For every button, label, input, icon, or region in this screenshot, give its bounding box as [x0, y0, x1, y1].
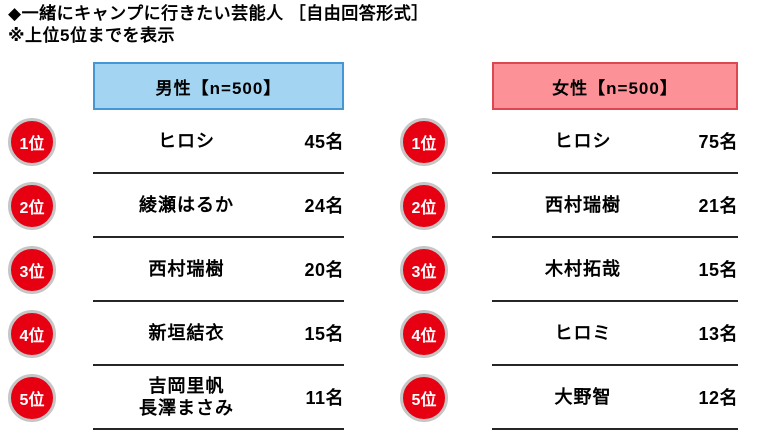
badge-cell: 5位 — [400, 366, 492, 430]
badge-cell: 3位 — [8, 238, 93, 302]
ranking-row: 5位 吉岡里帆 長澤まさみ 11名 — [8, 366, 344, 430]
ranking-row: 4位 ヒロミ 13名 — [400, 302, 738, 366]
badge-cell: 1位 — [8, 110, 93, 174]
rank-badge: 4位 — [8, 310, 56, 358]
vote-count: 13名 — [698, 324, 738, 344]
ranking-row: 5位 大野智 12名 — [400, 366, 738, 430]
rank-badge: 5位 — [8, 374, 56, 422]
table-cell: 西村瑞樹 21名 — [492, 174, 738, 238]
female-header: 女性【n=500】 — [492, 62, 738, 110]
badge-cell: 2位 — [8, 174, 93, 238]
rank-badge: 5位 — [400, 374, 448, 422]
vote-count: 75名 — [698, 132, 738, 152]
badge-cell: 3位 — [400, 238, 492, 302]
rank-badge: 4位 — [400, 310, 448, 358]
celebrity-name: 西村瑞樹 — [545, 194, 621, 215]
vote-count: 21名 — [698, 196, 738, 216]
ranking-row: 1位 ヒロシ 75名 — [400, 110, 738, 174]
table-cell: 吉岡里帆 長澤まさみ 11名 — [93, 366, 344, 430]
table-cell: 西村瑞樹 20名 — [93, 238, 344, 302]
ranking-row: 3位 木村拓哉 15名 — [400, 238, 738, 302]
vote-count: 15名 — [698, 260, 738, 280]
ranking-row: 1位 ヒロシ 45名 — [8, 110, 344, 174]
rank-badge: 1位 — [8, 118, 56, 166]
celebrity-name: 新垣結衣 — [148, 322, 225, 343]
ranking-row: 4位 新垣結衣 15名 — [8, 302, 344, 366]
badge-cell: 4位 — [400, 302, 492, 366]
rank-badge: 3位 — [400, 246, 448, 294]
figure-title: ◆一緒にキャンプに行きたい芸能人 ［自由回答形式］ — [8, 4, 429, 23]
vote-count: 45名 — [304, 132, 344, 152]
table-cell: 木村拓哉 15名 — [492, 238, 738, 302]
celebrity-name: 木村拓哉 — [545, 258, 621, 279]
vote-count: 24名 — [304, 196, 344, 216]
badge-cell: 5位 — [8, 366, 93, 430]
table-cell: 新垣結衣 15名 — [93, 302, 344, 366]
vote-count: 20名 — [304, 260, 344, 280]
rank-badge: 1位 — [400, 118, 448, 166]
ranking-row: 2位 綾瀬はるか 24名 — [8, 174, 344, 238]
badge-cell: 4位 — [8, 302, 93, 366]
celebrity-name: ヒロミ — [554, 322, 612, 343]
celebrity-name: 大野智 — [554, 386, 612, 407]
celebrity-name: 西村瑞樹 — [148, 258, 225, 279]
table-cell: 大野智 12名 — [492, 366, 738, 430]
celebrity-name: 綾瀬はるか — [139, 194, 234, 215]
table-cell: 綾瀬はるか 24名 — [93, 174, 344, 238]
table-cell: ヒロシ 75名 — [492, 110, 738, 174]
table-cell: ヒロシ 45名 — [93, 110, 344, 174]
vote-count: 15名 — [304, 324, 344, 344]
title-block: ◆一緒にキャンプに行きたい芸能人 ［自由回答形式］ ※上位5位までを表示 — [8, 3, 429, 48]
celebrity-name: 吉岡里帆 長澤まさみ — [139, 375, 234, 419]
vote-count: 11名 — [305, 388, 344, 408]
rank-badge: 2位 — [400, 182, 448, 230]
badge-cell: 2位 — [400, 174, 492, 238]
celebrity-name: ヒロシ — [554, 130, 612, 151]
celebrity-name: ヒロシ — [158, 130, 215, 151]
vote-count: 12名 — [698, 388, 738, 408]
rank-badge: 3位 — [8, 246, 56, 294]
male-header: 男性【n=500】 — [93, 62, 344, 110]
male-ranking-panel: 男性【n=500】 1位 ヒロシ 45名 2位 綾瀬はるか 24名 3位 — [8, 62, 344, 430]
rank-badge: 2位 — [8, 182, 56, 230]
badge-cell: 1位 — [400, 110, 492, 174]
figure-subtitle: ※上位5位までを表示 — [8, 26, 175, 46]
table-cell: ヒロミ 13名 — [492, 302, 738, 366]
ranking-row: 3位 西村瑞樹 20名 — [8, 238, 344, 302]
ranking-row: 2位 西村瑞樹 21名 — [400, 174, 738, 238]
female-ranking-panel: 女性【n=500】 1位 ヒロシ 75名 2位 西村瑞樹 21名 3位 — [400, 62, 738, 430]
